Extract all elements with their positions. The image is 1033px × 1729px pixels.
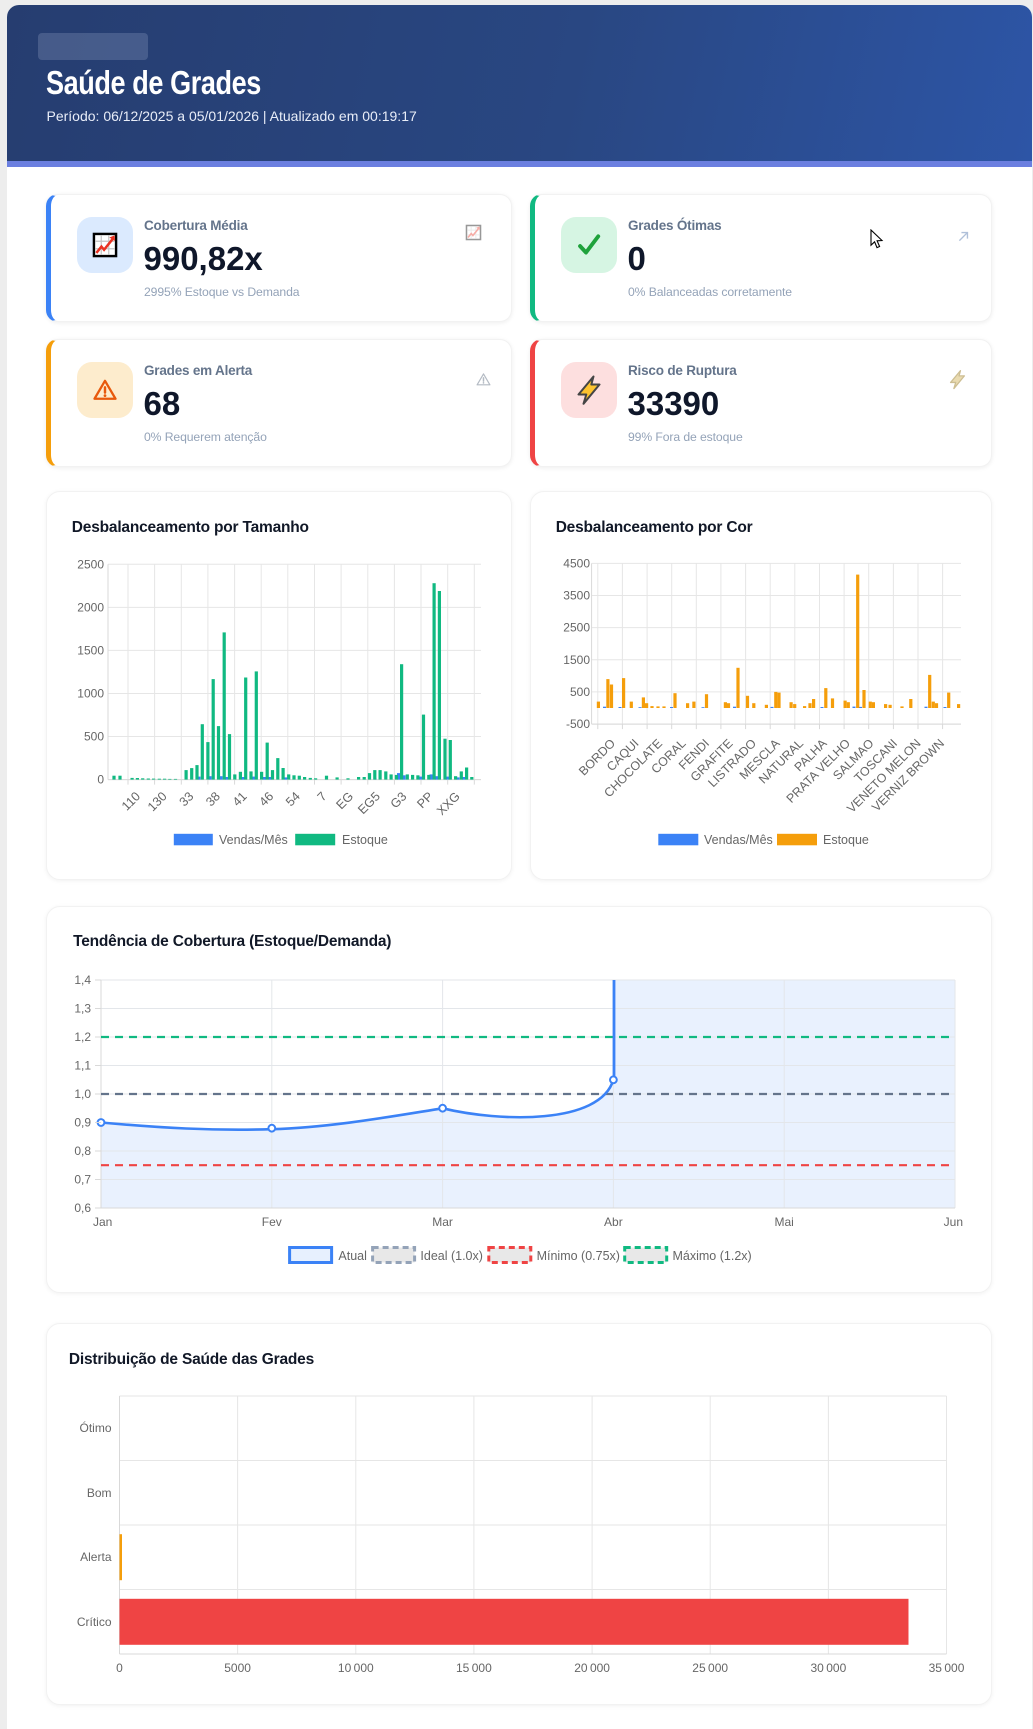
svg-text:Bom: Bom [87, 1486, 112, 1500]
svg-text:5000: 5000 [224, 1661, 251, 1675]
svg-text:EG5: EG5 [355, 789, 383, 817]
svg-text:Vendas/Mês: Vendas/Mês [219, 833, 288, 847]
svg-text:Fev: Fev [262, 1215, 282, 1229]
svg-text:35 000: 35 000 [929, 1661, 965, 1675]
svg-text:Ótimo: Ótimo [79, 1420, 111, 1435]
svg-text:25 000: 25 000 [692, 1661, 728, 1675]
svg-text:4500: 4500 [563, 556, 590, 570]
svg-text:0: 0 [116, 1661, 123, 1675]
svg-text:G3: G3 [388, 789, 410, 811]
svg-text:1500: 1500 [77, 643, 104, 657]
svg-text:Jun: Jun [944, 1215, 963, 1229]
svg-text:15 000: 15 000 [456, 1661, 492, 1675]
svg-text:1,4: 1,4 [74, 973, 91, 987]
svg-text:Mar: Mar [432, 1215, 453, 1229]
svg-text:3500: 3500 [563, 589, 590, 603]
svg-text:EG: EG [333, 789, 356, 812]
svg-text:54: 54 [283, 789, 303, 809]
svg-text:Estoque: Estoque [342, 833, 388, 847]
svg-text:Mínimo (0.75x): Mínimo (0.75x) [537, 1249, 620, 1263]
svg-text:38: 38 [203, 789, 223, 809]
svg-text:46: 46 [257, 789, 277, 809]
svg-text:10 000: 10 000 [338, 1661, 374, 1675]
svg-text:Ideal (1.0x): Ideal (1.0x) [420, 1249, 483, 1263]
svg-text:-500: -500 [566, 717, 590, 731]
svg-text:Abr: Abr [604, 1215, 623, 1229]
svg-text:30 000: 30 000 [811, 1661, 847, 1675]
svg-text:2500: 2500 [77, 557, 104, 571]
svg-text:Vendas/Mês: Vendas/Mês [704, 833, 773, 847]
svg-text:1500: 1500 [563, 653, 590, 667]
svg-text:130: 130 [145, 789, 170, 814]
svg-text:1,2: 1,2 [74, 1030, 91, 1044]
svg-text:1,0: 1,0 [74, 1087, 91, 1101]
svg-text:Atual: Atual [338, 1249, 367, 1263]
svg-text:Alerta: Alerta [80, 1550, 112, 1564]
svg-text:0,6: 0,6 [74, 1201, 91, 1215]
svg-text:1000: 1000 [77, 687, 104, 701]
svg-text:PP: PP [414, 789, 436, 811]
svg-text:0,9: 0,9 [74, 1116, 91, 1130]
svg-text:500: 500 [84, 730, 104, 744]
svg-text:0,7: 0,7 [74, 1173, 91, 1187]
svg-text:Máximo (1.2x): Máximo (1.2x) [673, 1249, 752, 1263]
svg-text:1,1: 1,1 [74, 1059, 91, 1073]
svg-text:XXG: XXG [434, 789, 463, 818]
svg-text:2000: 2000 [77, 600, 104, 614]
svg-text:500: 500 [570, 685, 590, 699]
svg-text:33: 33 [177, 789, 197, 809]
svg-text:20 000: 20 000 [574, 1661, 610, 1675]
svg-text:7: 7 [315, 789, 330, 804]
svg-text:Estoque: Estoque [823, 833, 869, 847]
svg-text:2500: 2500 [563, 621, 590, 635]
svg-text:Jan: Jan [93, 1215, 112, 1229]
svg-text:41: 41 [230, 789, 250, 809]
svg-text:110: 110 [119, 789, 143, 813]
svg-text:0: 0 [97, 773, 104, 787]
svg-text:0,8: 0,8 [74, 1144, 91, 1158]
svg-text:Mai: Mai [775, 1215, 794, 1229]
svg-text:1,3: 1,3 [74, 1002, 91, 1016]
svg-text:Crítico: Crítico [77, 1615, 112, 1629]
